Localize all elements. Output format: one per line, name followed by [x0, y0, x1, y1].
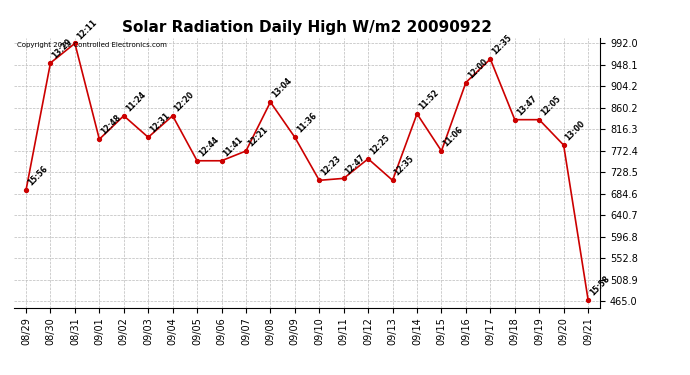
Text: 12:25: 12:25	[368, 133, 391, 156]
Text: 12:20: 12:20	[172, 90, 196, 113]
Text: 12:44: 12:44	[197, 135, 221, 158]
Text: 11:06: 11:06	[442, 125, 465, 148]
Text: 12:21: 12:21	[246, 125, 269, 148]
Text: 13:04: 13:04	[270, 76, 294, 100]
Text: 12:11: 12:11	[75, 18, 98, 41]
Text: 12:35: 12:35	[393, 154, 416, 178]
Text: 11:41: 11:41	[221, 135, 245, 158]
Text: 12:23: 12:23	[319, 154, 343, 178]
Text: 12:05: 12:05	[539, 94, 562, 117]
Text: Copyright 2009 Controlled Electronics.com: Copyright 2009 Controlled Electronics.co…	[17, 42, 166, 48]
Text: 15:56: 15:56	[26, 164, 49, 188]
Text: 12:00: 12:00	[466, 57, 489, 80]
Text: 13:47: 13:47	[515, 94, 538, 117]
Text: 13:29: 13:29	[50, 37, 74, 60]
Text: 12:48: 12:48	[99, 113, 123, 137]
Text: 12:47: 12:47	[344, 152, 367, 176]
Text: 11:24: 11:24	[124, 90, 147, 113]
Text: 11:52: 11:52	[417, 88, 440, 111]
Text: 12:31: 12:31	[148, 111, 172, 135]
Text: 11:36: 11:36	[295, 111, 318, 135]
Text: 13:00: 13:00	[564, 119, 587, 142]
Title: Solar Radiation Daily High W/m2 20090922: Solar Radiation Daily High W/m2 20090922	[122, 20, 492, 35]
Text: 15:58: 15:58	[588, 274, 611, 297]
Text: 12:35: 12:35	[491, 33, 513, 57]
